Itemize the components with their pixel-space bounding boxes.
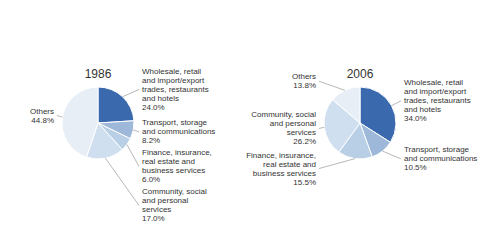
svg-text:Others44.8%: Others44.8% — [30, 107, 54, 125]
html-text:2006: 2006 — [346, 67, 374, 81]
svg-text:Transport, storageand communic: Transport, storageand communications8.2% — [142, 118, 215, 145]
svg-text:Wholesale, retailand import/ex: Wholesale, retailand import/exporttrades… — [142, 67, 209, 112]
svg-text:Community, socialand personals: Community, socialand personalservices17.… — [142, 187, 207, 223]
html-text:1986: 1986 — [84, 67, 112, 81]
svg-text:Others13.8%: Others13.8% — [292, 72, 316, 90]
svg-text:Finance, insurance,real estate: Finance, insurance,real estate andbusine… — [246, 151, 316, 187]
svg-text:Wholesale, retailand import/ex: Wholesale, retailand import/exporttrades… — [404, 78, 471, 123]
svg-text:Community, socialand personals: Community, socialand personalservices26.… — [251, 110, 316, 146]
svg-text:Finance, insurance,real estate: Finance, insurance,real estate andbusine… — [142, 148, 212, 184]
svg-text:Transport, storageand communic: Transport, storageand communications10.5… — [404, 145, 477, 172]
